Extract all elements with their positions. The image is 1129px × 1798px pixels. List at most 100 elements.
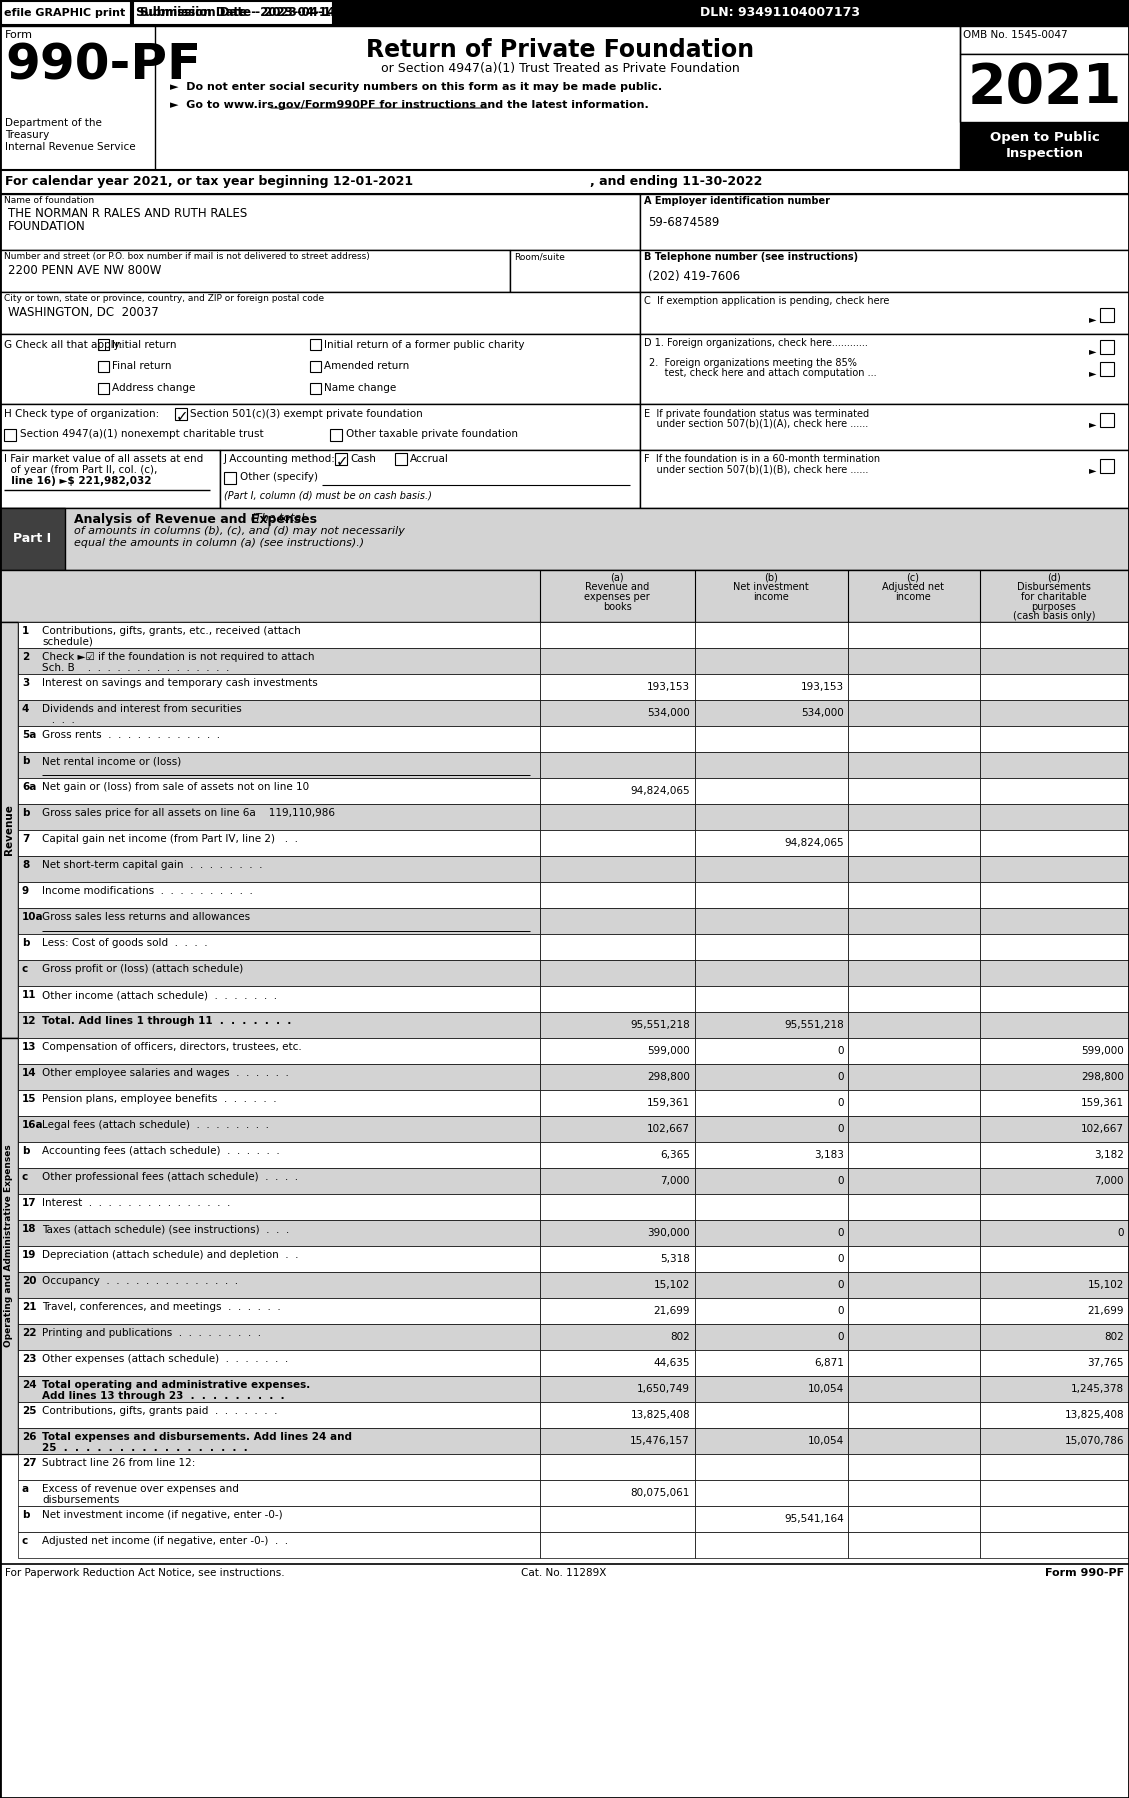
- Bar: [848, 1298, 980, 1323]
- Text: 0: 0: [838, 1253, 844, 1264]
- Bar: [18, 1037, 540, 1064]
- Bar: [980, 726, 1129, 752]
- Bar: [960, 54, 1129, 122]
- Text: 599,000: 599,000: [1082, 1046, 1124, 1055]
- Bar: [695, 985, 848, 1012]
- Text: Department of the: Department of the: [5, 119, 102, 128]
- Text: 25: 25: [21, 1406, 36, 1417]
- Bar: [980, 856, 1129, 883]
- Bar: [695, 1375, 848, 1402]
- Text: ►: ►: [1089, 345, 1096, 356]
- Bar: [18, 1455, 540, 1480]
- Bar: [980, 1169, 1129, 1194]
- Bar: [695, 1455, 848, 1480]
- Text: Net rental income or (loss): Net rental income or (loss): [42, 755, 182, 766]
- Text: b: b: [21, 755, 29, 766]
- Bar: [848, 726, 980, 752]
- Text: 11: 11: [21, 991, 36, 1000]
- Bar: [133, 2, 333, 25]
- Bar: [18, 1271, 540, 1298]
- Text: 44,635: 44,635: [654, 1357, 690, 1368]
- Text: Add lines 13 through 23  .  .  .  .  .  .  .  .  .: Add lines 13 through 23 . . . . . . . . …: [42, 1392, 285, 1401]
- Text: or Section 4947(a)(1) Trust Treated as Private Foundation: or Section 4947(a)(1) Trust Treated as P…: [380, 61, 739, 76]
- Text: schedule): schedule): [42, 636, 93, 647]
- Text: 37,765: 37,765: [1087, 1357, 1124, 1368]
- Bar: [848, 1090, 980, 1117]
- Text: 26: 26: [21, 1431, 36, 1442]
- Bar: [0, 0, 1129, 25]
- Text: 0: 0: [838, 1072, 844, 1082]
- Bar: [540, 1194, 695, 1221]
- Bar: [848, 752, 980, 779]
- Text: Net gain or (loss) from sale of assets not on line 10: Net gain or (loss) from sale of assets n…: [42, 782, 309, 791]
- Bar: [960, 25, 1129, 54]
- Bar: [18, 622, 540, 647]
- Text: 534,000: 534,000: [802, 708, 844, 717]
- Bar: [18, 1090, 540, 1117]
- Bar: [848, 856, 980, 883]
- Bar: [980, 831, 1129, 856]
- Bar: [848, 1246, 980, 1271]
- Bar: [98, 340, 110, 351]
- Bar: [695, 1298, 848, 1323]
- Text: 102,667: 102,667: [1080, 1124, 1124, 1135]
- Text: income: income: [895, 592, 931, 602]
- Bar: [540, 933, 695, 960]
- Text: Occupancy  .  .  .  .  .  .  .  .  .  .  .  .  .  .: Occupancy . . . . . . . . . . . . . .: [42, 1277, 238, 1286]
- Text: 22: 22: [21, 1329, 36, 1338]
- Text: 6,365: 6,365: [660, 1151, 690, 1160]
- Bar: [848, 1271, 980, 1298]
- Bar: [695, 1271, 848, 1298]
- Bar: [980, 985, 1129, 1012]
- Bar: [540, 1323, 695, 1350]
- Text: Final return: Final return: [112, 361, 172, 370]
- Bar: [540, 1221, 695, 1246]
- Text: 3,182: 3,182: [1094, 1151, 1124, 1160]
- Text: (202) 419-7606: (202) 419-7606: [648, 270, 741, 282]
- Bar: [980, 1090, 1129, 1117]
- Text: For Paperwork Reduction Act Notice, see instructions.: For Paperwork Reduction Act Notice, see …: [5, 1568, 285, 1579]
- Text: 4: 4: [21, 705, 29, 714]
- Bar: [980, 752, 1129, 779]
- Text: Disbursements: Disbursements: [1017, 583, 1091, 593]
- Text: b: b: [21, 939, 29, 948]
- Text: B Telephone number (see instructions): B Telephone number (see instructions): [644, 252, 858, 263]
- Text: 2021: 2021: [968, 61, 1122, 115]
- Bar: [18, 1507, 540, 1532]
- Text: Total operating and administrative expenses.: Total operating and administrative expen…: [42, 1381, 310, 1390]
- Text: 5a: 5a: [21, 730, 36, 741]
- Text: 27: 27: [21, 1458, 36, 1467]
- Text: Submission Date - 2023-04-14: Submission Date - 2023-04-14: [140, 7, 339, 20]
- Text: purposes: purposes: [1032, 602, 1076, 611]
- Bar: [224, 473, 236, 484]
- Text: ✓: ✓: [176, 408, 189, 424]
- Text: income: income: [753, 592, 789, 602]
- Bar: [980, 908, 1129, 933]
- Bar: [640, 250, 1129, 291]
- Text: 102,667: 102,667: [647, 1124, 690, 1135]
- Bar: [695, 804, 848, 831]
- Bar: [848, 1402, 980, 1428]
- Text: Section 501(c)(3) exempt private foundation: Section 501(c)(3) exempt private foundat…: [190, 408, 422, 419]
- Text: b: b: [21, 1510, 29, 1519]
- Text: a: a: [21, 1483, 29, 1494]
- Text: 94,824,065: 94,824,065: [785, 838, 844, 849]
- Text: 0: 0: [1118, 1228, 1124, 1239]
- Bar: [695, 1194, 848, 1221]
- Bar: [540, 1428, 695, 1455]
- Bar: [18, 933, 540, 960]
- Text: Depreciation (attach schedule) and depletion  .  .: Depreciation (attach schedule) and deple…: [42, 1250, 298, 1260]
- Bar: [540, 647, 695, 674]
- Text: Travel, conferences, and meetings  .  .  .  .  .  .: Travel, conferences, and meetings . . . …: [42, 1302, 281, 1313]
- Text: Other professional fees (attach schedule)  .  .  .  .: Other professional fees (attach schedule…: [42, 1172, 298, 1181]
- Text: 2.  Foreign organizations meeting the 85%: 2. Foreign organizations meeting the 85%: [649, 358, 857, 369]
- Bar: [18, 674, 540, 699]
- Bar: [695, 933, 848, 960]
- Text: Form 990-PF: Form 990-PF: [1044, 1568, 1124, 1579]
- Text: Initial return: Initial return: [112, 340, 176, 351]
- Bar: [310, 383, 321, 394]
- Bar: [540, 1375, 695, 1402]
- Bar: [1100, 414, 1114, 426]
- Bar: [695, 1117, 848, 1142]
- Text: 390,000: 390,000: [647, 1228, 690, 1239]
